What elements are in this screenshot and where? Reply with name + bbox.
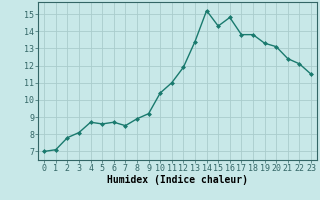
X-axis label: Humidex (Indice chaleur): Humidex (Indice chaleur) [107, 175, 248, 185]
